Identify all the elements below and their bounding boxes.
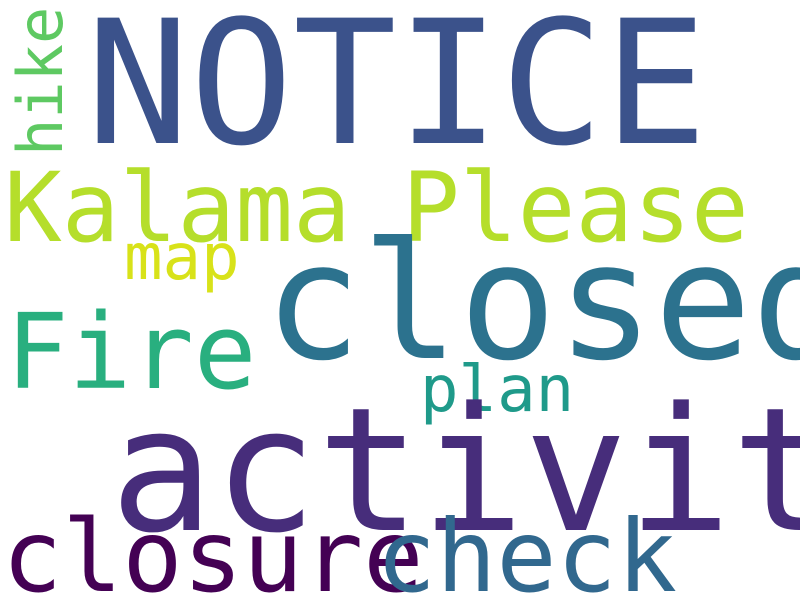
word-please: Please <box>402 152 749 264</box>
word-closed: closed <box>264 209 800 397</box>
word-closure: closure <box>2 498 424 600</box>
word-kalama: Kalama <box>4 152 351 264</box>
word-notice: NOTICE <box>86 0 708 184</box>
word-fire: Fire <box>6 291 257 413</box>
word-plan: plan <box>420 353 575 427</box>
word-map: map <box>124 221 240 295</box>
word-activity: activity <box>110 370 800 571</box>
word-check: check <box>376 498 678 600</box>
word-hike: hike <box>4 6 77 156</box>
